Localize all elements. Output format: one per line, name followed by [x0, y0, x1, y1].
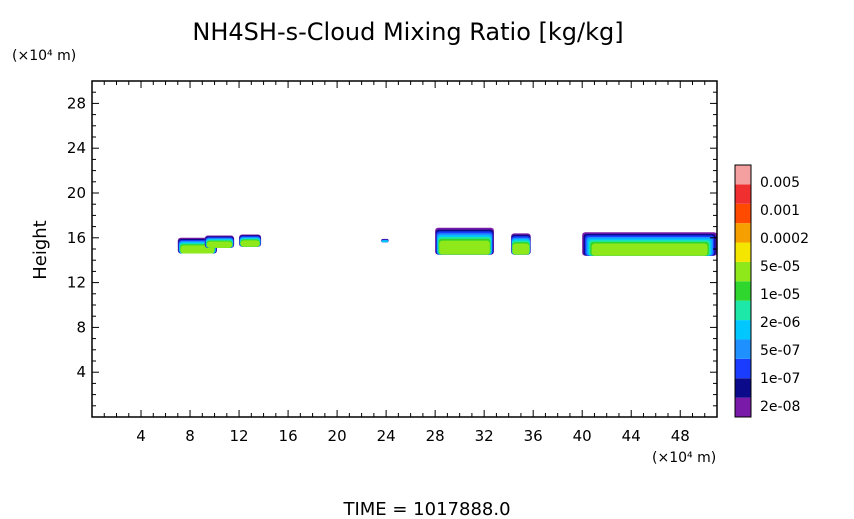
cloud-cluster [239, 234, 262, 247]
cloud-cluster [435, 227, 494, 255]
colorbar-swatch [735, 378, 751, 398]
cloud-band [206, 241, 233, 248]
y-tick-label: 12 [67, 274, 86, 292]
colorbar-swatch [735, 300, 751, 321]
colorbar-swatch [735, 281, 751, 301]
cloud-band [381, 240, 389, 243]
x-tick-label: 20 [328, 427, 347, 445]
colorbar-swatch [735, 261, 751, 282]
x-tick-label: 4 [136, 427, 146, 445]
y-tick-label: 20 [67, 184, 86, 202]
colorbar-label: 5e-07 [760, 343, 800, 359]
x-tick-label: 8 [185, 427, 195, 445]
x-tick-label: 44 [622, 427, 641, 445]
cloud-cluster [381, 238, 389, 243]
colorbar: 0.005 0.001 0.0002 5e-05 1e-05 2e-06 5e-07 1e-0… [734, 164, 809, 418]
colorbar-swatch [735, 242, 751, 262]
cloud-band [240, 240, 260, 247]
cloud-band [591, 243, 708, 256]
time-label: TIME = 1017888.0 [342, 499, 510, 519]
colorbar-label: 2e-06 [760, 315, 800, 331]
y-unit-label: (×10⁴ m) [12, 48, 76, 64]
x-tick-label: 24 [377, 427, 396, 445]
cloud-cluster [204, 235, 235, 248]
cloud-cluster [582, 232, 717, 256]
colorbar-label: 1e-07 [760, 371, 800, 387]
y-tick-labels: 4 8 12 16 20 24 28 [67, 94, 86, 381]
cloud-band [512, 243, 530, 255]
cloud-field [177, 227, 717, 256]
cloud-cluster [511, 233, 531, 255]
x-tick-label: 32 [475, 427, 494, 445]
colorbar-label: 0.001 [760, 203, 800, 219]
colorbar-swatch [735, 358, 751, 379]
x-tick-label: 40 [573, 427, 592, 445]
colorbar-frame [734, 164, 752, 418]
colorbar-label: 5e-05 [760, 259, 800, 275]
y-tick-label: 28 [67, 94, 86, 112]
y-tick-label: 24 [67, 139, 86, 157]
cloud-band [439, 240, 490, 255]
colorbar-label: 1e-05 [760, 287, 800, 303]
y-tick-label: 8 [76, 318, 86, 336]
x-unit-label: (×10⁴ m) [652, 450, 716, 466]
x-tick-label: 12 [230, 427, 249, 445]
colorbar-swatch [735, 203, 751, 224]
x-tick-label: 28 [426, 427, 445, 445]
colorbar-swatch [735, 165, 751, 185]
x-tick-label: 48 [671, 427, 690, 445]
colorbar-swatch [735, 397, 751, 417]
colorbar-swatch [735, 184, 751, 204]
plot-frame [91, 80, 718, 418]
colorbar-label: 0.0002 [760, 231, 809, 247]
cloud-band [180, 245, 215, 254]
x-tick-label: 16 [279, 427, 298, 445]
colorbar-swatch [735, 320, 751, 340]
colorbar-swatch [735, 339, 751, 359]
y-axis-label: Height [30, 220, 51, 280]
colorbar-label: 0.005 [760, 175, 800, 191]
x-tick-labels: 4 8 12 16 20 24 28 32 36 40 44 48 [136, 427, 690, 445]
y-tick-label: 16 [67, 229, 86, 247]
colorbar-swatch [735, 223, 751, 243]
chart-title: NH4SH-s-Cloud Mixing Ratio [kg/kg] [192, 18, 623, 46]
x-tick-label: 36 [524, 427, 543, 445]
plot-area [91, 80, 718, 418]
colorbar-label: 2e-08 [760, 399, 800, 415]
y-tick-label: 4 [76, 363, 86, 381]
